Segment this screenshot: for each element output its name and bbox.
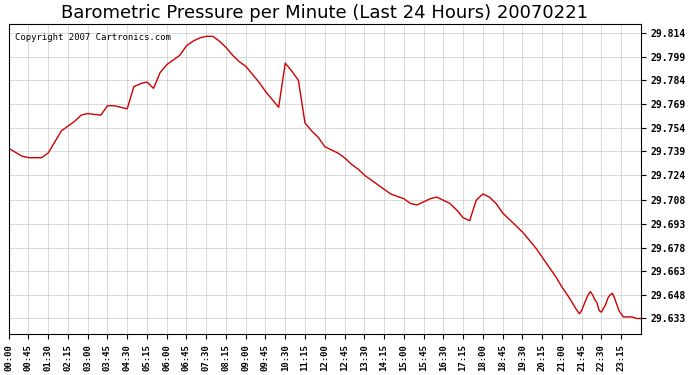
Title: Barometric Pressure per Minute (Last 24 Hours) 20070221: Barometric Pressure per Minute (Last 24 … [61, 4, 589, 22]
Text: Copyright 2007 Cartronics.com: Copyright 2007 Cartronics.com [15, 33, 171, 42]
